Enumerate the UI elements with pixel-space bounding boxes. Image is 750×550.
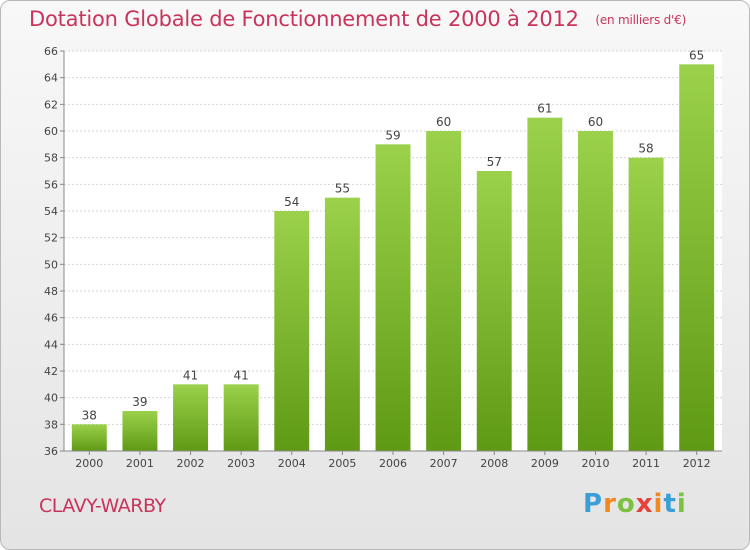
y-tick-label: 42: [44, 365, 58, 378]
y-tick-label: 38: [44, 418, 58, 431]
data-label: 55: [335, 182, 350, 196]
data-label: 65: [689, 48, 704, 62]
x-tick-label: 2000: [75, 457, 103, 470]
data-label: 60: [588, 115, 603, 129]
proxiti-logo: Proxiti: [583, 489, 687, 519]
y-tick-label: 52: [44, 232, 58, 245]
data-label: 61: [537, 102, 552, 116]
bar: [577, 131, 613, 451]
y-tick-label: 44: [44, 338, 58, 351]
x-tick-label: 2006: [379, 457, 407, 470]
x-tick-label: 2001: [126, 457, 154, 470]
x-tick-label: 2011: [632, 457, 660, 470]
bar: [476, 171, 512, 451]
data-label: 58: [638, 142, 653, 156]
x-tick-label: 2008: [480, 457, 508, 470]
x-tick-label: 2012: [683, 457, 711, 470]
chart-unit-label: (en milliers d'€): [595, 13, 687, 27]
x-tick-label: 2005: [328, 457, 356, 470]
y-tick-label: 46: [44, 312, 58, 325]
bar: [375, 144, 411, 452]
y-tick-label: 56: [44, 178, 58, 191]
x-tick-label: 2010: [581, 457, 609, 470]
data-label: 41: [183, 368, 198, 382]
y-tick-label: 50: [44, 258, 58, 271]
data-label: 54: [284, 195, 299, 209]
y-tick-label: 40: [44, 392, 58, 405]
y-tick-label: 62: [44, 98, 58, 111]
x-tick-label: 2007: [430, 457, 458, 470]
chart-title: Dotation Globale de Fonctionnement de 20…: [29, 7, 686, 31]
bar: [628, 157, 664, 451]
y-tick-label: 48: [44, 285, 58, 298]
data-label: 38: [82, 408, 97, 422]
y-tick-label: 66: [44, 45, 58, 58]
y-tick-label: 58: [44, 152, 58, 165]
bar: [426, 131, 462, 451]
bar: [71, 424, 107, 451]
data-label: 59: [385, 128, 400, 142]
y-tick-label: 54: [44, 205, 58, 218]
data-label: 60: [436, 115, 451, 129]
commune-name: CLAVY-WARBY: [39, 495, 166, 517]
data-label: 39: [132, 395, 147, 409]
bar: [223, 384, 259, 451]
bar: [679, 64, 715, 452]
x-tick-label: 2009: [531, 457, 559, 470]
bar: [122, 411, 158, 451]
bar: [274, 211, 310, 451]
bar: [324, 197, 360, 451]
x-tick-label: 2003: [227, 457, 255, 470]
data-label: 57: [487, 155, 502, 169]
y-tick-label: 36: [44, 445, 58, 458]
y-tick-label: 60: [44, 125, 58, 138]
chart-title-text: Dotation Globale de Fonctionnement de 20…: [29, 7, 579, 31]
y-tick-label: 64: [44, 72, 58, 85]
data-label: 41: [234, 368, 249, 382]
bar: [173, 384, 209, 451]
bar: [527, 117, 563, 452]
x-tick-label: 2004: [278, 457, 306, 470]
x-tick-label: 2002: [177, 457, 205, 470]
